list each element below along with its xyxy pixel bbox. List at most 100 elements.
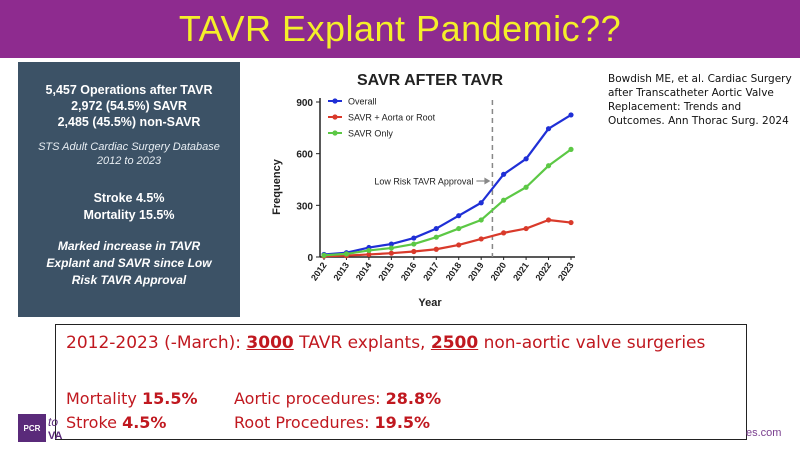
explants-summary: 2012-2023 (-March): 3000 TAVR explants, … bbox=[66, 333, 705, 353]
y-tick-label: 300 bbox=[296, 201, 313, 212]
x-tick-label: 2021 bbox=[511, 260, 531, 282]
data-point-savr-aorta-or-root bbox=[523, 225, 529, 232]
x-tick-label: 2015 bbox=[376, 260, 396, 282]
data-point-savr-aorta-or-root bbox=[501, 230, 507, 236]
data-point-overall bbox=[568, 112, 574, 118]
mortality-label: Mortality bbox=[66, 389, 142, 408]
database-years: 2012 to 2023 bbox=[96, 155, 162, 167]
stat-stroke: Stroke 4.5% bbox=[93, 191, 165, 205]
conclusion-line: Marked increase in TAVR bbox=[57, 239, 201, 253]
approval-annotation: Low Risk TAVR Approval bbox=[374, 177, 473, 187]
data-point-savr-aorta-or-root bbox=[456, 242, 462, 248]
data-point-savr-aorta-or-root bbox=[411, 248, 417, 255]
root-line: Root Procedures: 19.5% bbox=[234, 411, 441, 435]
x-tick-label: 2017 bbox=[421, 260, 441, 282]
legend-label-savr-aorta-or-root: SAVR + Aorta or Root bbox=[348, 113, 436, 123]
x-tick-label: 2022 bbox=[534, 260, 554, 282]
data-point-savr-aorta-or-root bbox=[478, 236, 484, 242]
operations-stats: 5,457 Operations after TAVR 2,972 (54.5%… bbox=[18, 82, 240, 130]
aortic-line: Aortic procedures: 28.8% bbox=[234, 387, 441, 411]
legend-label-overall: Overall bbox=[348, 97, 377, 107]
data-point-overall bbox=[433, 225, 439, 232]
stroke-value: 4.5% bbox=[122, 413, 167, 432]
logo-suffix-2: VA bbox=[48, 430, 63, 442]
data-point-savr-aorta-or-root bbox=[388, 250, 394, 256]
x-tick-label: 2016 bbox=[399, 260, 419, 282]
stat-non-savr: 2,485 (45.5%) non-SAVR bbox=[57, 115, 201, 129]
data-point-savr-only bbox=[321, 252, 327, 258]
data-point-savr-aorta-or-root bbox=[568, 219, 574, 226]
procedures-column: Aortic procedures: 28.8% Root Procedures… bbox=[234, 387, 441, 435]
explants-label: TAVR explants, bbox=[293, 333, 431, 353]
data-point-overall bbox=[545, 126, 552, 132]
data-point-overall bbox=[523, 156, 529, 162]
stroke-label: Stroke bbox=[66, 413, 123, 432]
savr-after-tavr-chart: SAVR AFTER TAVR Frequency Year 0 300 600 90… bbox=[271, 72, 576, 309]
series-line-savr-only bbox=[323, 148, 572, 257]
data-point-savr-only bbox=[343, 251, 350, 257]
x-axis-label: Year bbox=[418, 297, 442, 309]
data-point-savr-only bbox=[501, 197, 507, 203]
data-point-savr-only bbox=[523, 184, 529, 190]
outcomes-column: Mortality 15.5% Stroke 4.5% bbox=[66, 387, 197, 435]
stat-total-operations: 5,457 Operations after TAVR bbox=[45, 83, 213, 97]
x-tick-label: 2023 bbox=[556, 260, 576, 282]
data-point-savr-aorta-or-root bbox=[545, 217, 552, 223]
explants-count: 3000 bbox=[246, 333, 294, 353]
data-point-overall bbox=[456, 213, 462, 219]
stroke-line: Stroke 4.5% bbox=[66, 411, 197, 435]
legend-marker-savr-aorta-or-root bbox=[332, 114, 338, 120]
chart-panel: SAVR AFTER TAVR Frequency Year 0 300 600 90… bbox=[240, 62, 600, 317]
pcr-logo: PCR bbox=[18, 414, 46, 442]
outcome-stats: Stroke 4.5% Mortality 15.5% bbox=[18, 190, 240, 224]
stat-mortality: Mortality 15.5% bbox=[83, 208, 175, 222]
root-value: 19.5% bbox=[374, 413, 431, 432]
data-point-savr-only bbox=[478, 217, 484, 223]
data-point-overall bbox=[388, 241, 394, 247]
database-name: STS Adult Cardiac Surgery Database bbox=[38, 141, 220, 153]
data-point-savr-only bbox=[411, 241, 417, 247]
non-aortic-count: 2500 bbox=[430, 333, 479, 353]
data-point-overall bbox=[478, 200, 484, 206]
y-tick-label: 0 bbox=[307, 253, 313, 264]
summary-panel: 5,457 Operations after TAVR 2,972 (54.5%… bbox=[18, 62, 240, 317]
root-label: Root Procedures: bbox=[234, 413, 375, 432]
x-tick-label: 2018 bbox=[444, 260, 464, 282]
y-tick-label: 900 bbox=[296, 98, 313, 109]
y-tick-label: 600 bbox=[296, 150, 313, 161]
citation-text: Bowdish ME, et al. Cardiac Surgery after… bbox=[608, 73, 792, 127]
aortic-value: 28.8% bbox=[385, 389, 442, 408]
non-aortic-label: non-aortic valve surgeries bbox=[478, 333, 706, 353]
legend-label-savr-only: SAVR Only bbox=[348, 129, 393, 139]
legend-marker-overall bbox=[332, 98, 338, 104]
data-point-savr-only bbox=[366, 247, 372, 254]
x-tick-label: 2019 bbox=[466, 260, 486, 282]
series-line-overall bbox=[323, 113, 572, 256]
footer-url: es.com bbox=[746, 427, 782, 439]
summary-box: 2012-2023 (-March): 3000 TAVR explants, … bbox=[55, 324, 747, 440]
title-bar: TAVR Explant Pandemic?? bbox=[0, 0, 800, 58]
series-line-savr-aorta-or-root bbox=[323, 218, 572, 258]
x-tick-label: 2020 bbox=[489, 260, 509, 282]
chart-title: SAVR AFTER TAVR bbox=[357, 72, 504, 89]
data-point-overall bbox=[501, 171, 507, 177]
conclusion-line: Explant and SAVR since Low bbox=[46, 256, 212, 270]
data-point-savr-only bbox=[433, 234, 439, 240]
data-point-savr-aorta-or-root bbox=[366, 251, 372, 258]
data-point-savr-only bbox=[545, 163, 552, 169]
slide-title: TAVR Explant Pandemic?? bbox=[178, 8, 622, 49]
logo-suffix: to bbox=[48, 415, 59, 429]
data-point-savr-only bbox=[568, 146, 574, 152]
database-source: STS Adult Cardiac Surgery Database 2012 … bbox=[18, 140, 240, 168]
x-tick-label: 2014 bbox=[354, 260, 374, 282]
aortic-label: Aortic procedures: bbox=[234, 389, 386, 408]
legend-marker-savr-only bbox=[332, 130, 338, 136]
period-label: 2012-2023 (-March): bbox=[66, 333, 247, 353]
data-point-savr-only bbox=[388, 245, 394, 251]
stat-savr: 2,972 (54.5%) SAVR bbox=[71, 99, 187, 113]
data-point-savr-aorta-or-root bbox=[433, 246, 439, 252]
conclusion-text: Marked increase in TAVR Explant and SAVR… bbox=[18, 238, 240, 289]
data-point-overall bbox=[411, 235, 417, 241]
approval-arrow-head bbox=[484, 177, 491, 185]
conclusion-line: Risk TAVR Approval bbox=[71, 273, 187, 287]
